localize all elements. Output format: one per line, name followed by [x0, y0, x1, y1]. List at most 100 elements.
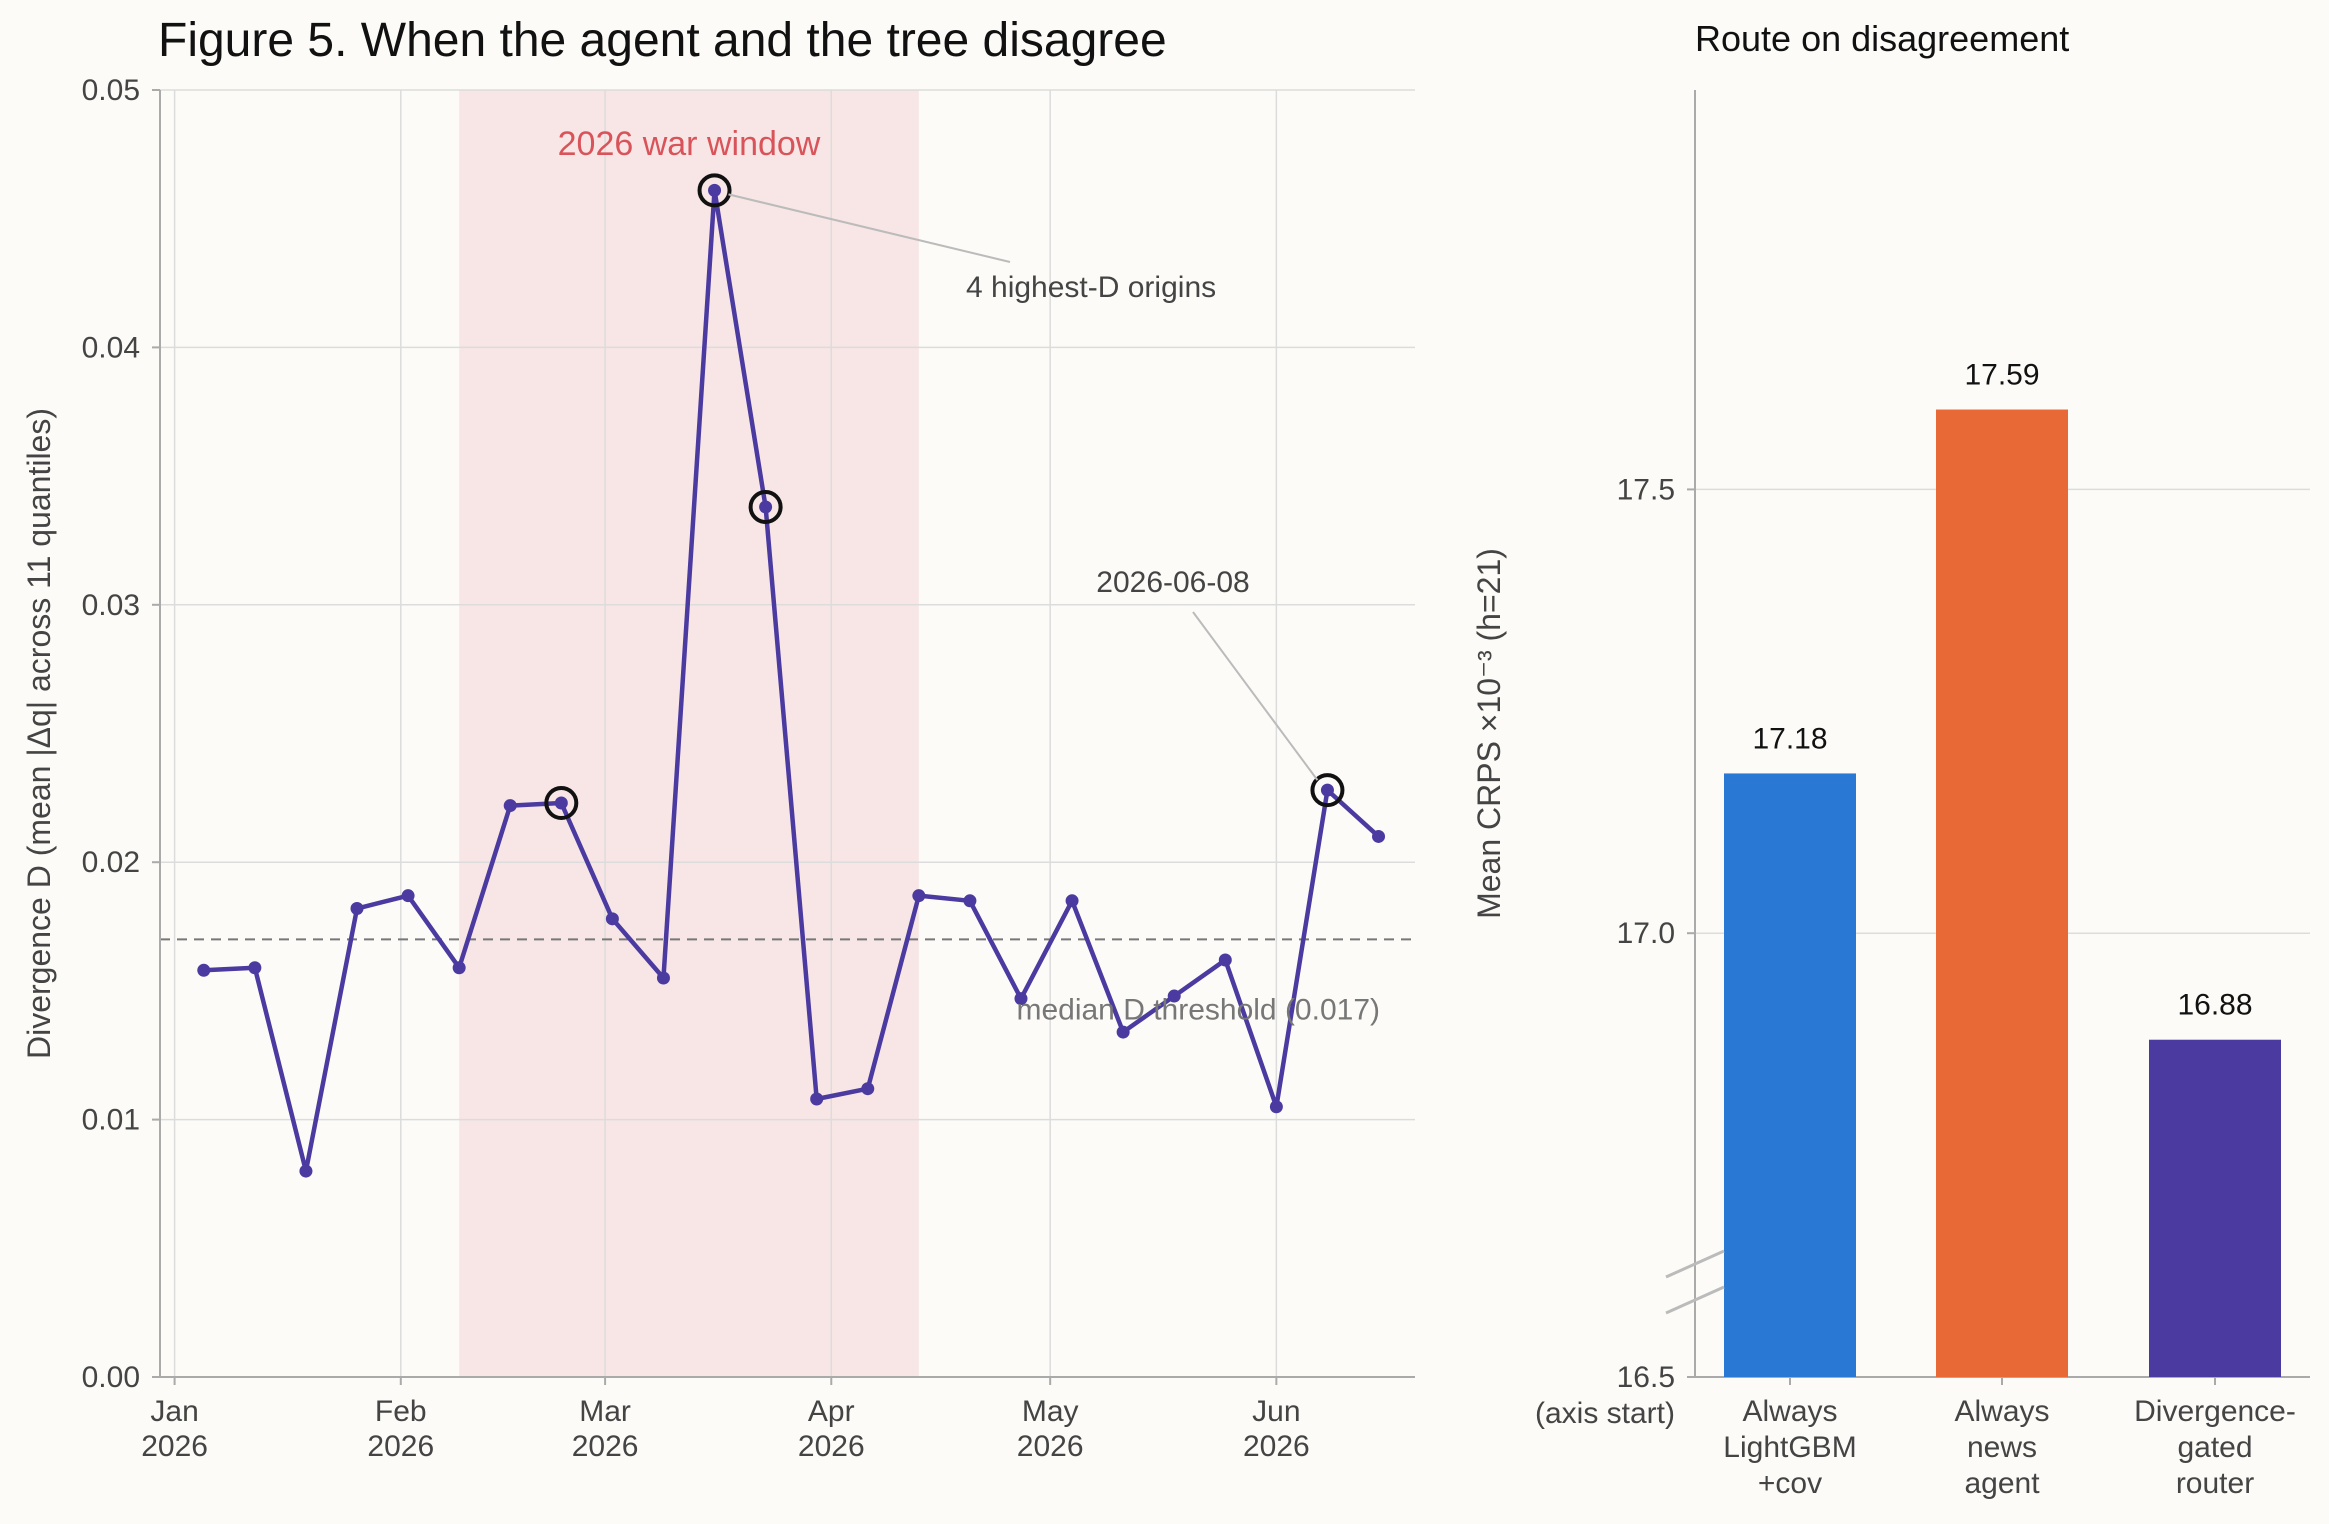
divergence-point [503, 799, 517, 813]
right-y-tick-label-line: 17.0 [1617, 917, 1675, 950]
divergence-point [759, 500, 773, 514]
highlight-ring [1310, 773, 1345, 808]
right-x-tick-label-line: Divergence- [2134, 1395, 2296, 1428]
x-tick-label: Jan 2026 [141, 1395, 208, 1463]
x-tick-label: Feb 2026 [367, 1395, 434, 1463]
divergence-point [708, 183, 722, 197]
divergence-point [350, 902, 364, 916]
bar-value-label: 17.18 [1752, 722, 1827, 755]
right-x-tick-label-line: Always [1742, 1395, 1837, 1428]
left-y-tick-labels: 0.00 0.01 0.02 0.03 0.04 0.05 [82, 74, 160, 1394]
right-y-tick-label-line: 17.5 [1617, 473, 1675, 506]
highest-d-annotation: 4 highest-D origins [966, 271, 1216, 304]
right-panel-title: Route on disagreement [1695, 18, 2069, 59]
bar-value-label: 16.88 [2177, 989, 2252, 1022]
divergence-point [1065, 894, 1079, 908]
right-x-tick-label-line: router [2176, 1467, 2254, 1500]
x-tick-label-line: Feb [375, 1395, 427, 1428]
divergence-point [1167, 989, 1181, 1003]
jun-annotation: 2026-06-08 [1096, 566, 1249, 599]
axis-break-mark [1665, 1249, 1725, 1315]
right-y-tick-label: 17.0 [1617, 917, 1675, 950]
divergence-point [1269, 1100, 1283, 1114]
left-axes [159, 90, 1415, 1378]
break-line [1665, 1249, 1725, 1279]
right-x-tick-label-line: news [1967, 1431, 2037, 1464]
right-y-tick-label-line: (axis start) [1535, 1397, 1675, 1430]
war-window-label: 2026 war window [558, 125, 821, 163]
right-y-tick-labels: 16.5 (axis start) 17.0 17.5 [1535, 473, 1695, 1430]
x-tick-label-line: Jun [1252, 1395, 1300, 1428]
right-x-tick-label: Divergence-gated router [2134, 1395, 2296, 1500]
divergence-point [861, 1082, 875, 1096]
x-tick-label-line: 2026 [367, 1430, 434, 1463]
x-tick-label: Jun 2026 [1243, 1395, 1310, 1463]
right-y-tick-label: 16.5 (axis start) [1535, 1361, 1675, 1430]
divergence-point [401, 889, 415, 903]
divergence-point [248, 961, 262, 975]
divergence-point [1116, 1025, 1130, 1039]
left-y-axis-label: Divergence D (mean |Δq| across 11 quanti… [21, 408, 57, 1059]
right-y-tick-label-line: 16.5 [1617, 1361, 1675, 1394]
x-tick-label-line: 2026 [798, 1430, 865, 1463]
bar [1936, 409, 2068, 1378]
figure-title: Figure 5. When the agent and the tree di… [158, 14, 1167, 67]
x-tick-label-line: 2026 [1017, 1430, 1084, 1463]
highlight-ring [697, 173, 732, 208]
right-x-tick-label: Always news agent [1954, 1395, 2049, 1500]
jun-leader [1192, 611, 1319, 781]
x-tick-label: Apr 2026 [798, 1395, 865, 1463]
break-line [1665, 1285, 1725, 1315]
crps-bar-chart: Route on disagreement 16.5 (axis start) 17… [1471, 18, 2310, 1500]
right-x-tick-label-line: LightGBM [1723, 1431, 1856, 1464]
right-x-tick-label-line: gated [2177, 1431, 2252, 1464]
x-tick-label-line: Apr [808, 1395, 855, 1428]
x-tick-label: May 2026 [1017, 1395, 1084, 1463]
divergence-point [605, 912, 619, 926]
divergence-point [452, 961, 466, 975]
divergence-series [197, 173, 1386, 1178]
x-tick-label-line: 2026 [572, 1430, 639, 1463]
divergence-point [1014, 992, 1028, 1006]
x-tick-label-line: Jan [150, 1395, 198, 1428]
y-tick-label: 0.05 [82, 74, 140, 107]
left-gridlines [160, 89, 1415, 1378]
y-tick-label: 0.04 [82, 331, 140, 364]
right-x-tick-label: Always LightGBM +cov [1723, 1395, 1856, 1500]
divergence-point [197, 963, 211, 977]
divergence-point [1320, 783, 1334, 797]
y-tick-label: 0.00 [82, 1361, 140, 1394]
y-tick-label: 0.03 [82, 589, 140, 622]
bar-value-label: 17.59 [1964, 359, 2039, 392]
highlight-ring [544, 785, 579, 820]
bar [2149, 1039, 2281, 1377]
x-tick-label-line: May [1022, 1395, 1079, 1428]
y-tick-label: 0.02 [82, 846, 140, 879]
divergence-point [554, 796, 568, 810]
x-tick-label-line: 2026 [1243, 1430, 1310, 1463]
x-tick-label-line: 2026 [141, 1430, 208, 1463]
war-window-band [459, 90, 919, 1377]
right-y-tick-label: 17.5 [1617, 473, 1675, 506]
right-x-tick-label-line: +cov [1758, 1467, 1822, 1500]
right-y-axis-label: Mean CRPS ×10⁻³ (h=21) [1471, 548, 1507, 919]
war-window-rect [459, 90, 919, 1377]
right-x-tick-label-line: agent [1964, 1467, 2040, 1500]
divergence-point [299, 1164, 313, 1178]
x-tick-label-line: Mar [579, 1395, 631, 1428]
divergence-point [656, 971, 670, 985]
bars: 17.18 17.59 16.88 [1724, 359, 2281, 1378]
divergence-point [912, 889, 926, 903]
right-x-tick-label-line: Always [1954, 1395, 2049, 1428]
y-tick-label: 0.01 [82, 1104, 140, 1137]
divergence-point [963, 894, 977, 908]
left-annotations: 2026 war window median D threshold (0.017… [558, 125, 1380, 1026]
divergence-point [810, 1092, 824, 1106]
divergence-line [203, 188, 1381, 1174]
highest-d-leader [728, 193, 1011, 263]
x-tick-label: Mar 2026 [572, 1395, 639, 1463]
highlight-ring [748, 489, 783, 524]
